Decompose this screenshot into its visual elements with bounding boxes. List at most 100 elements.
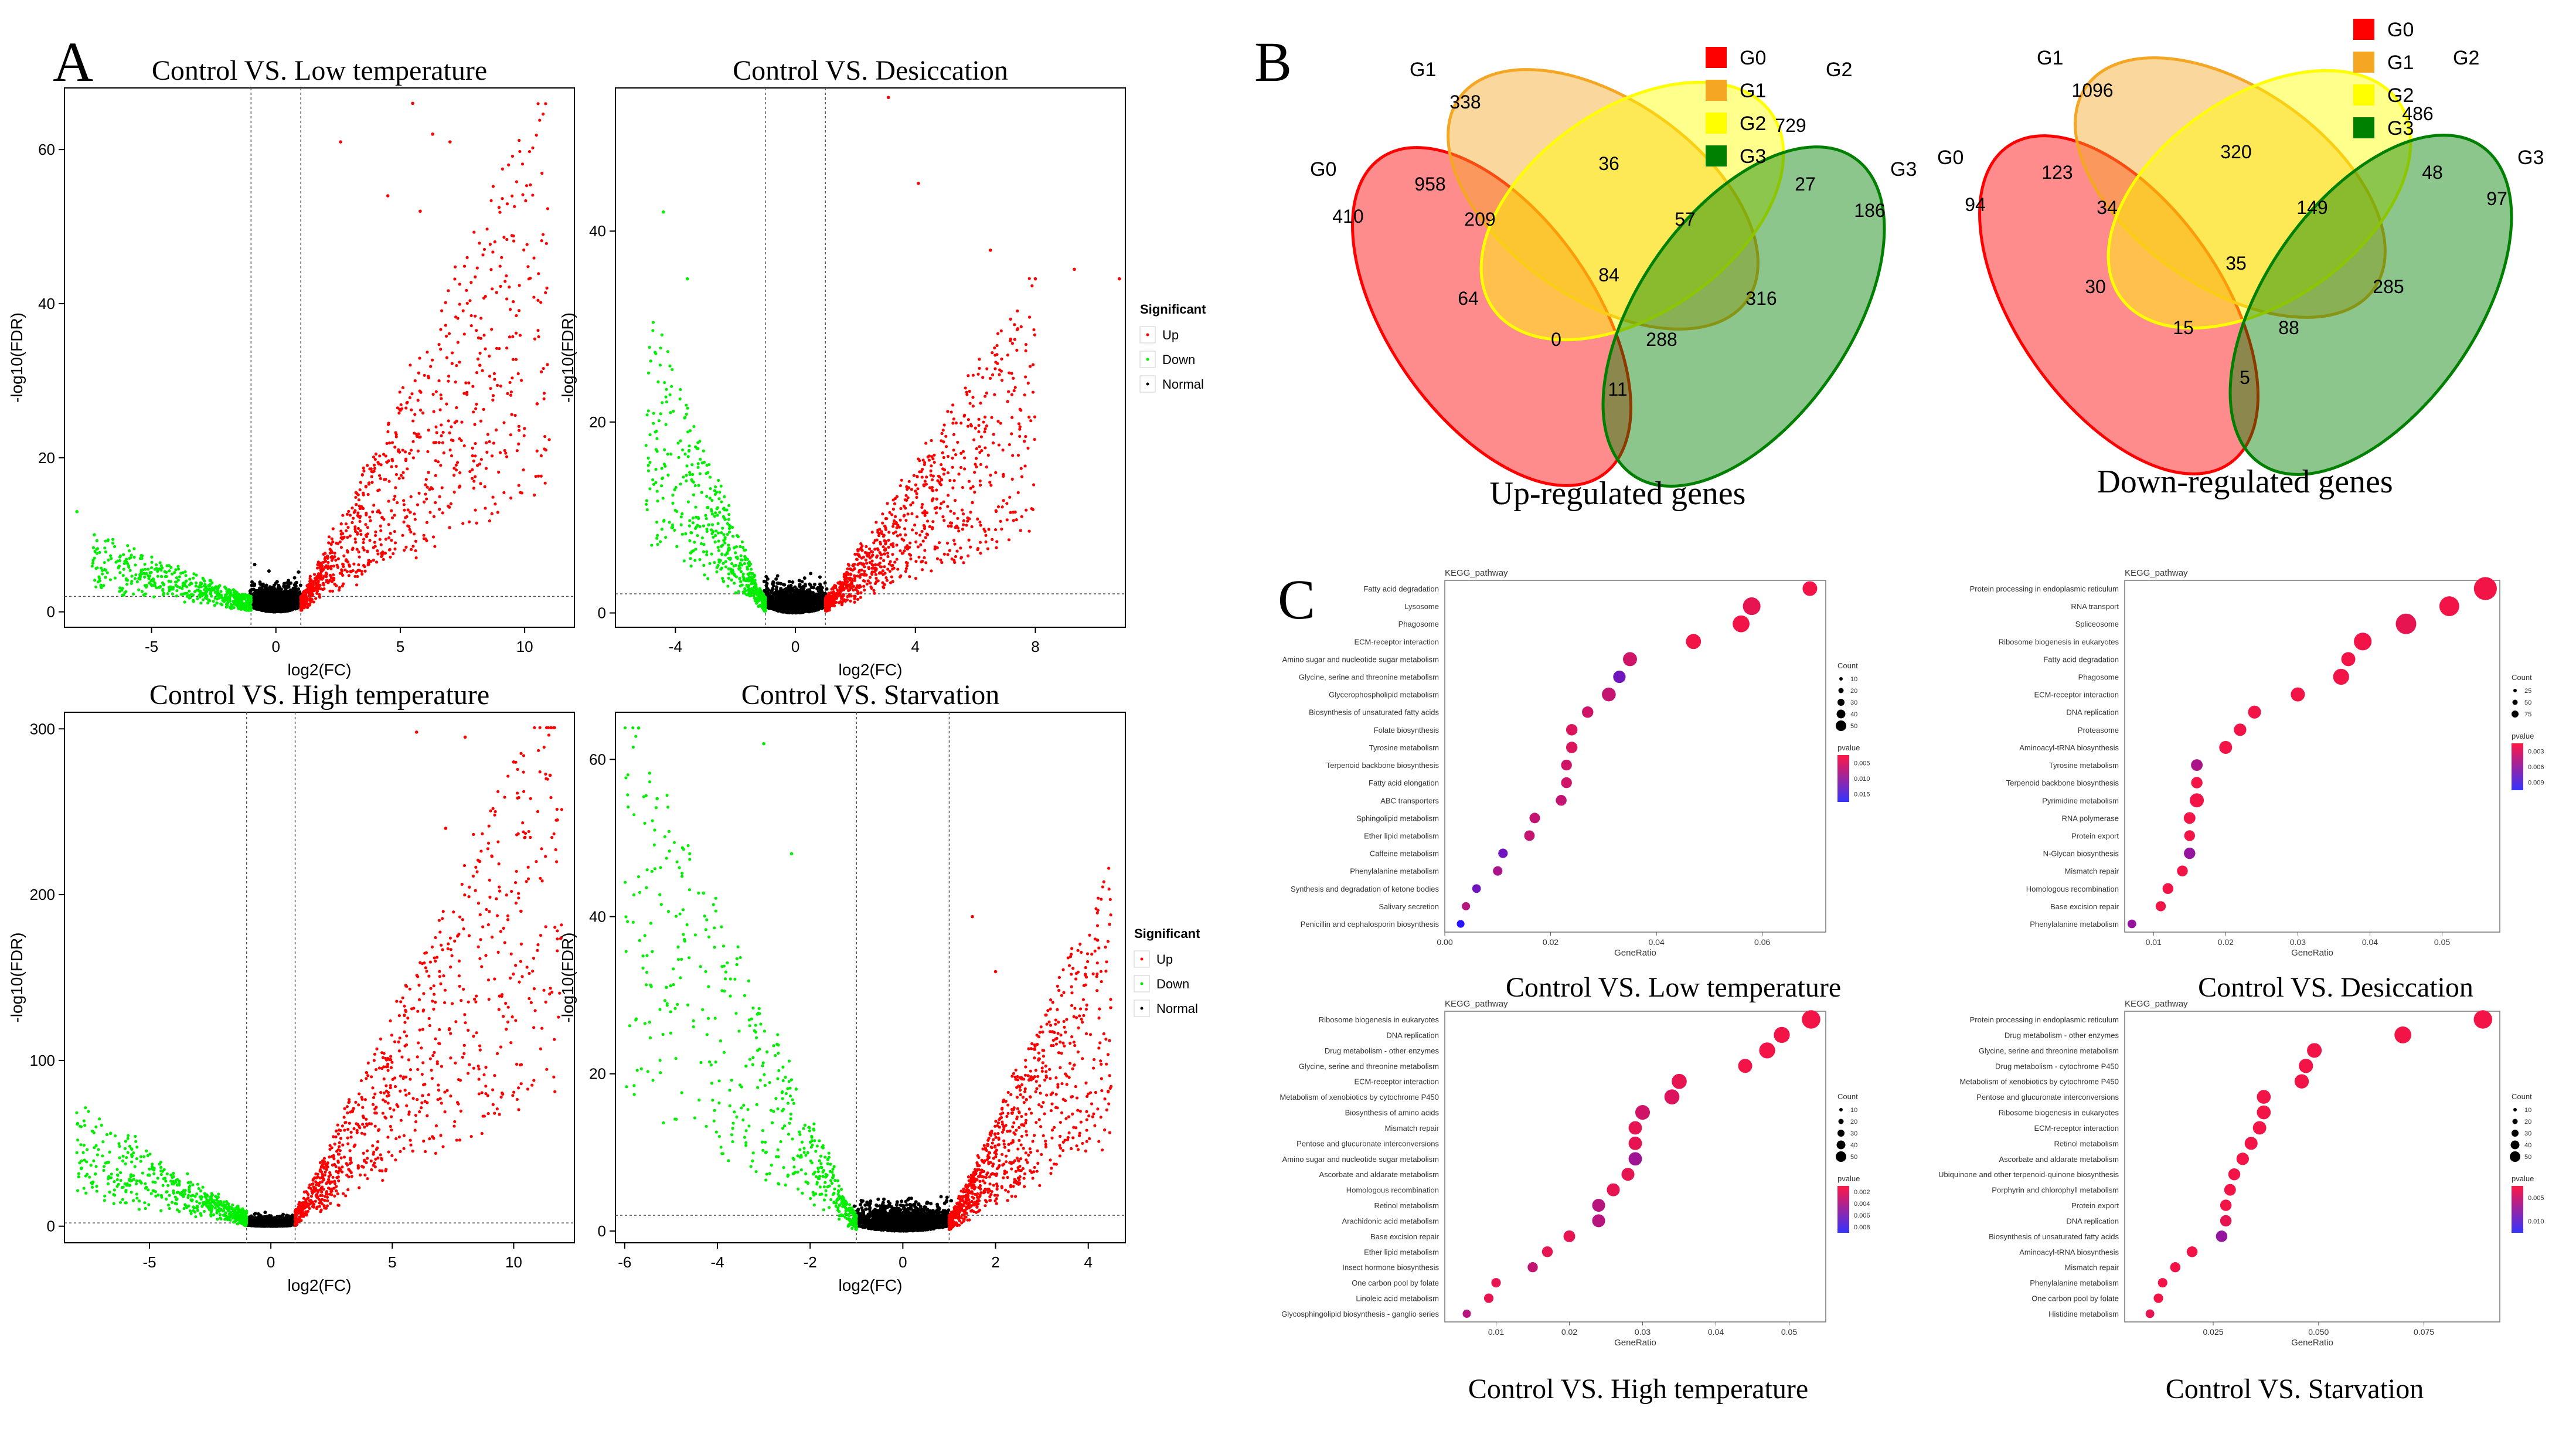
point-up	[996, 420, 1000, 423]
point-up	[379, 529, 383, 532]
point-up	[358, 488, 362, 492]
point-up	[538, 118, 542, 122]
point-normal	[271, 587, 275, 591]
point-up	[404, 545, 408, 549]
point-up	[351, 506, 354, 510]
point-up	[331, 577, 335, 582]
point-up	[378, 538, 382, 541]
point-down	[91, 562, 95, 565]
point-up	[517, 484, 520, 487]
point-normal	[252, 596, 256, 600]
point-up	[328, 548, 332, 551]
point-normal	[762, 579, 766, 583]
point-up	[358, 516, 362, 519]
point-up	[413, 413, 417, 416]
point-up	[461, 309, 465, 312]
point-normal	[285, 591, 289, 595]
point-up	[978, 445, 981, 448]
point-up	[418, 408, 423, 412]
point-up	[318, 566, 322, 569]
point-up	[431, 535, 435, 539]
point-normal	[805, 594, 809, 598]
point-up	[401, 386, 405, 389]
point-up	[310, 583, 314, 586]
point-up	[366, 549, 369, 553]
point-up	[528, 150, 532, 154]
point-up	[387, 499, 390, 503]
point-up	[521, 193, 525, 196]
point-normal	[825, 587, 829, 591]
point-up	[386, 430, 390, 434]
point-up	[382, 557, 385, 561]
point-up	[308, 593, 311, 597]
point-up	[513, 205, 516, 208]
point-up	[474, 275, 477, 278]
point-up	[465, 301, 469, 305]
point-normal	[805, 589, 809, 593]
point-up	[469, 324, 473, 328]
point-normal	[296, 602, 300, 606]
point-normal	[765, 582, 769, 586]
point-down	[195, 573, 198, 577]
point-up	[331, 589, 335, 593]
point-up	[389, 555, 392, 559]
point-up	[484, 467, 488, 470]
point-up	[511, 335, 515, 338]
point-down	[157, 586, 161, 589]
point-up	[465, 256, 469, 259]
point-down	[224, 606, 228, 609]
point-down	[137, 577, 141, 580]
point-up	[377, 474, 382, 477]
point-up	[502, 491, 506, 494]
point-up	[448, 448, 452, 452]
point-up	[356, 569, 360, 572]
point-up	[349, 569, 353, 573]
point-up	[337, 589, 341, 592]
point-normal	[818, 584, 822, 588]
point-up	[472, 459, 475, 463]
point-up	[365, 511, 368, 515]
point-up	[499, 284, 502, 288]
y-axis-label: -log10(FDR)	[8, 312, 26, 403]
point-normal	[775, 594, 780, 599]
point-up	[409, 530, 413, 534]
point-up	[491, 287, 494, 291]
point-up	[908, 552, 911, 556]
point-up	[525, 243, 529, 246]
point-up	[1011, 454, 1015, 457]
point-normal	[258, 582, 262, 586]
point-up	[433, 545, 437, 548]
point-outlier	[75, 510, 79, 514]
point-up	[445, 356, 449, 359]
point-up	[404, 516, 407, 519]
point-down	[121, 593, 124, 597]
point-up	[511, 358, 515, 361]
y-tick-label: 20	[38, 449, 55, 467]
point-down	[240, 600, 244, 603]
points	[75, 101, 551, 614]
point-down	[102, 584, 106, 587]
point-down	[126, 544, 130, 548]
point-up	[531, 146, 535, 149]
point-up	[390, 539, 393, 542]
point-up	[509, 496, 513, 500]
point-down	[167, 564, 171, 567]
point-up	[495, 428, 498, 432]
point-up	[362, 469, 366, 472]
point-up	[545, 286, 549, 290]
point-normal	[774, 590, 778, 594]
point-normal	[285, 603, 290, 607]
point-normal	[275, 580, 279, 584]
point-up	[458, 361, 461, 364]
point-up	[408, 451, 411, 455]
point-up	[467, 381, 471, 385]
point-normal	[297, 570, 301, 574]
point-up	[468, 520, 471, 523]
point-up	[488, 440, 491, 444]
point-normal	[270, 591, 274, 596]
point-up	[539, 301, 543, 304]
point-up	[485, 441, 488, 445]
point-up	[348, 514, 352, 517]
point-up	[458, 302, 461, 306]
point-up	[401, 448, 404, 452]
